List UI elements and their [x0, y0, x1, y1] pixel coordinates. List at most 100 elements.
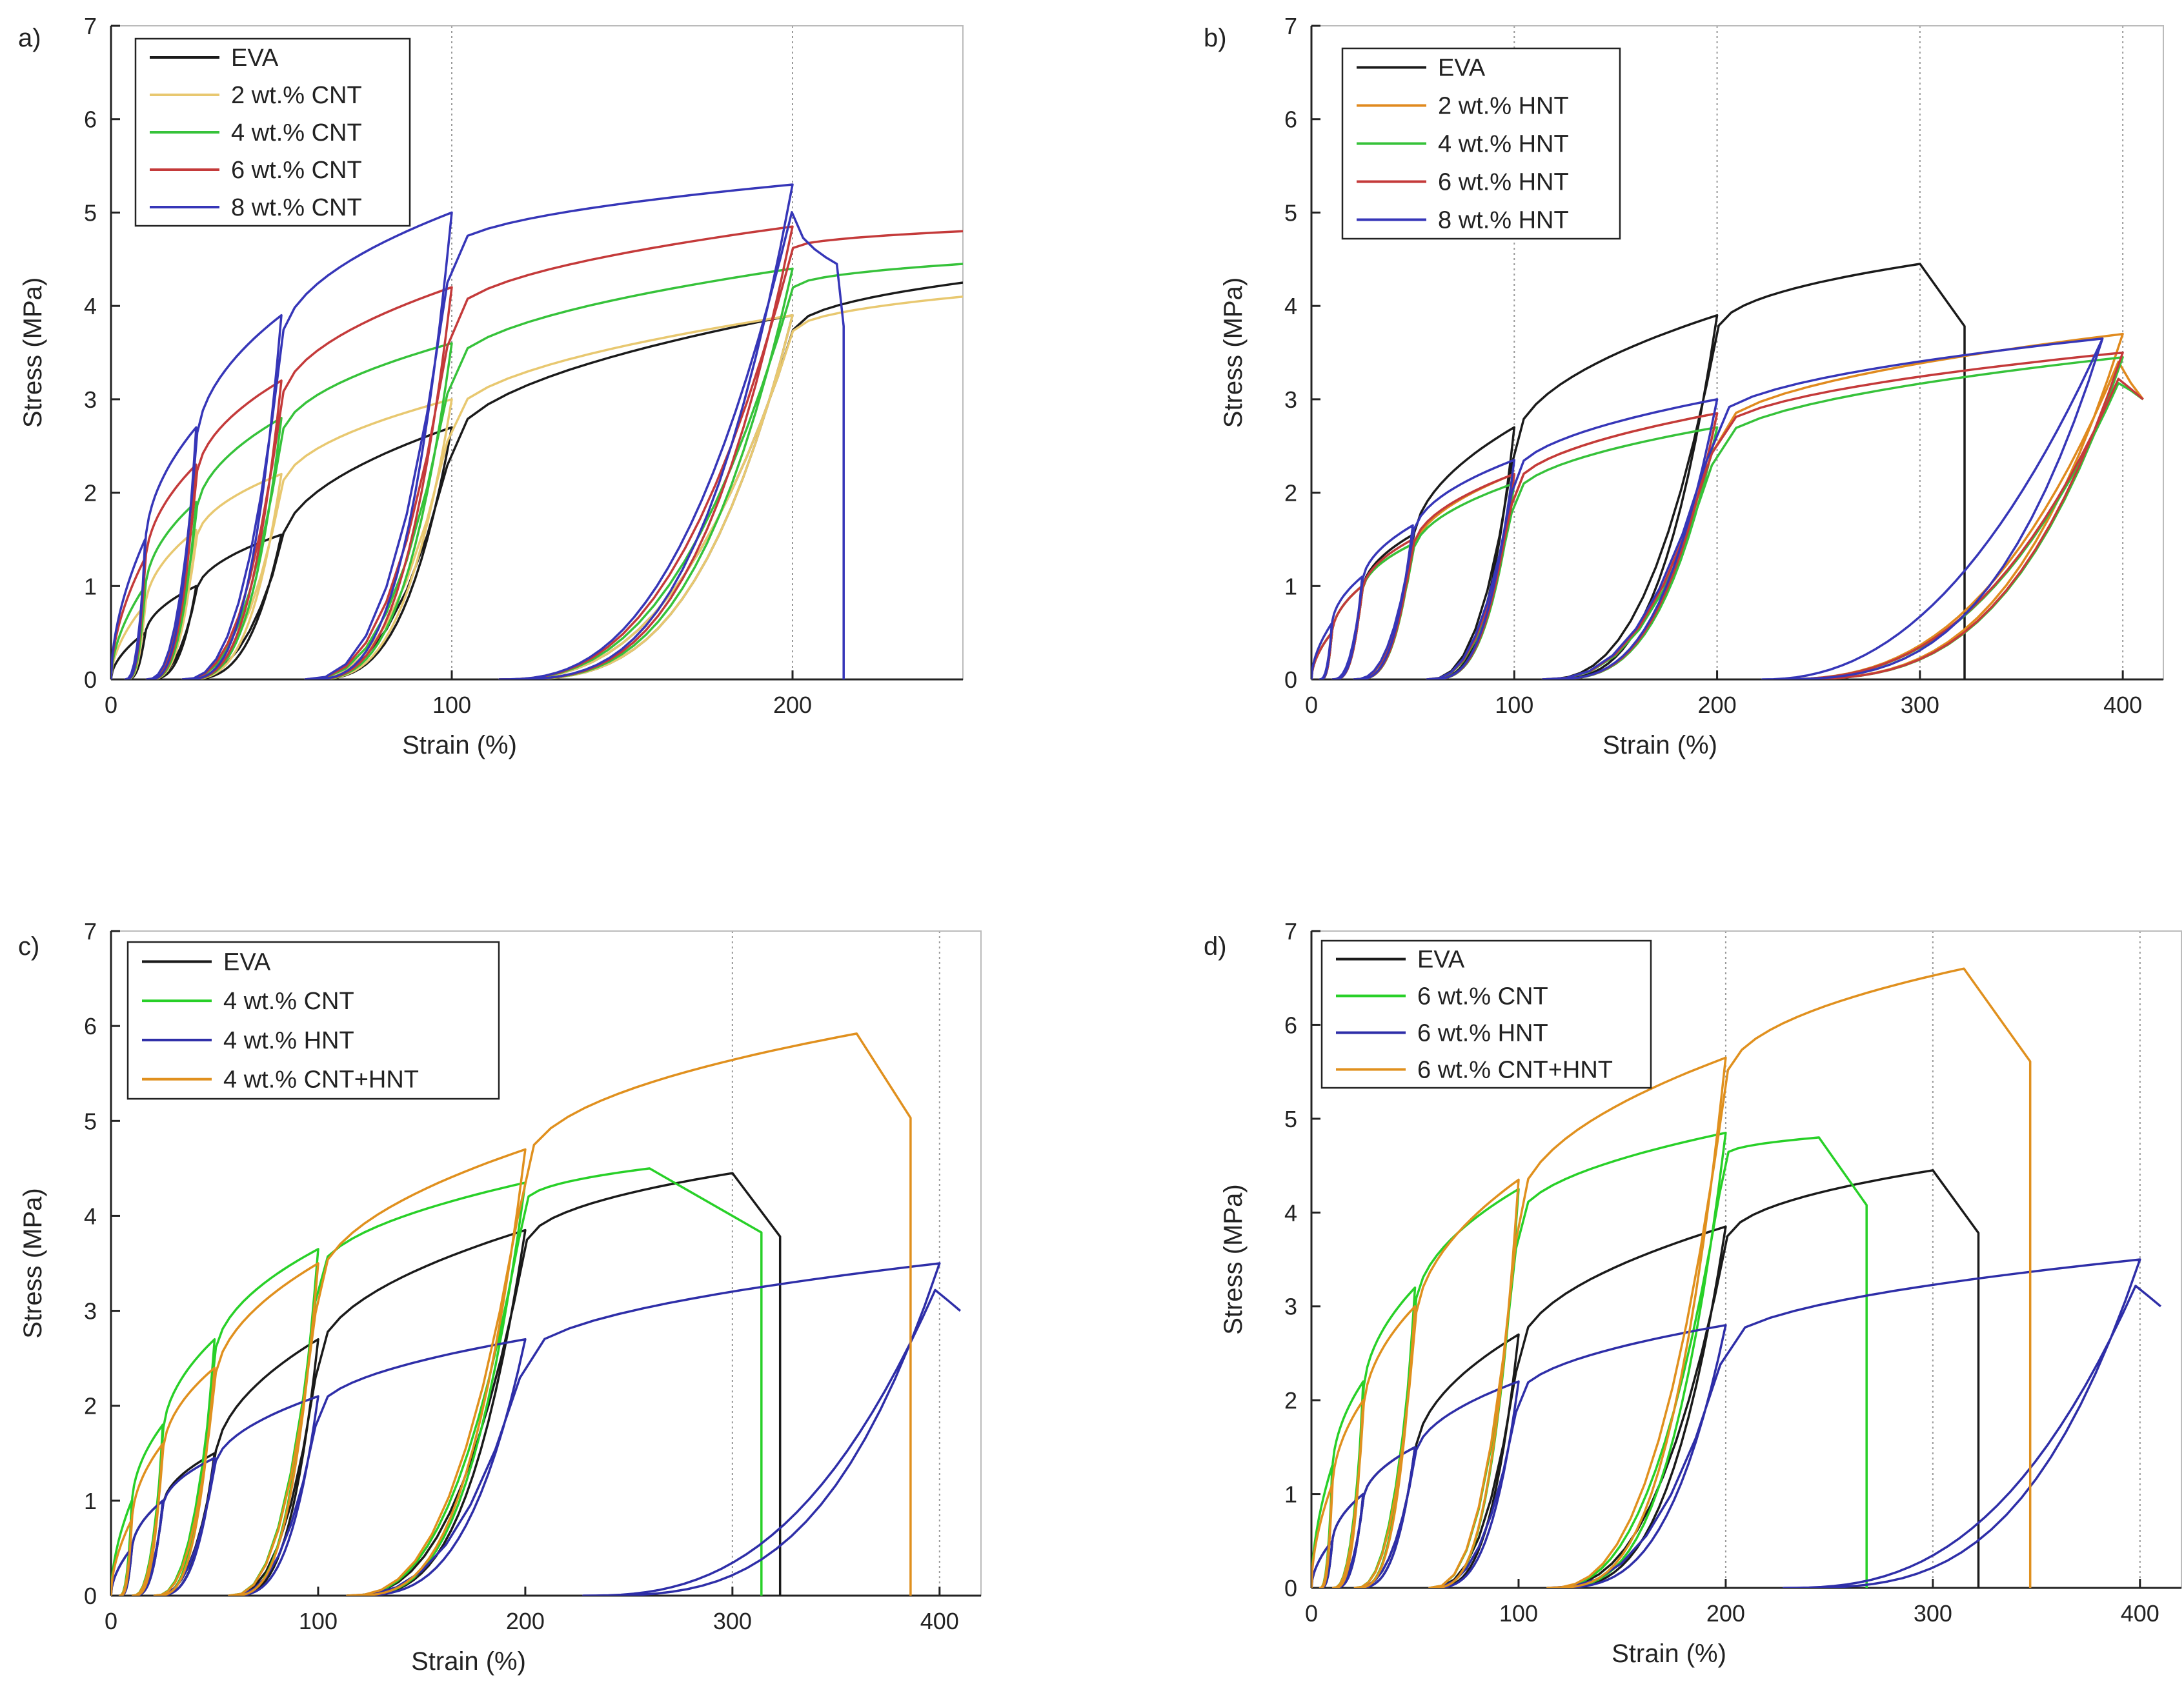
- x-axis-title: Strain (%): [402, 731, 517, 759]
- y-tick-label-3: 3: [84, 386, 97, 413]
- y-tick-label-5: 5: [1284, 199, 1297, 226]
- y-tick-label-4: 4: [84, 293, 97, 319]
- series-group: [111, 1032, 962, 1596]
- legend: EVA 2 wt.% CNT 4 wt.% CNT 6 wt.% CNT 8 wt.% …: [134, 37, 411, 227]
- x-tick-label-300: 300: [713, 1608, 752, 1634]
- legend-box: [1320, 939, 1652, 1089]
- panel-tag: d): [1204, 932, 1227, 961]
- x-tick-label-400: 400: [920, 1608, 959, 1634]
- y-tick-label-5: 5: [84, 1108, 97, 1134]
- legend-label-8-wt-hnt: 8 wt.% HNT: [1438, 207, 1569, 234]
- y-tick-label-2: 2: [1284, 480, 1297, 506]
- y-tick-label-1: 1: [1284, 1481, 1297, 1508]
- x-tick-label-0: 0: [1305, 692, 1318, 718]
- x-axis-title: Strain (%): [1603, 731, 1717, 759]
- legend-label-4-wt-hnt: 4 wt.% HNT: [223, 1027, 354, 1054]
- series-line-4-wt-cnt: [111, 1167, 763, 1596]
- y-tick-label-0: 0: [84, 667, 97, 693]
- legend-label-4-wt-cnt: 4 wt.% CNT: [223, 988, 354, 1015]
- y-tick-label-3: 3: [84, 1298, 97, 1325]
- series-group: [1311, 967, 2162, 1588]
- x-tick-label-0: 0: [1305, 1600, 1318, 1627]
- legend-label-eva: EVA: [1438, 55, 1486, 82]
- legend-label-eva: EVA: [1417, 947, 1465, 974]
- panel-c: c) 0 1 2 3 4 5 6 7 0 100 200 300 400 Strain (%) Stress …: [18, 918, 982, 1676]
- series-line-6-wt-cnt-hnt: [1311, 967, 2032, 1588]
- panel-b: b) 0 1 2 3 4 5 6 7 0 100 200 300 400 Strain (%) Stress …: [1204, 13, 2164, 759]
- y-tick-label-0: 0: [84, 1583, 97, 1609]
- panel-tag: b): [1204, 24, 1227, 52]
- x-tick-label-0: 0: [105, 1608, 117, 1634]
- legend: EVA 4 wt.% CNT 4 wt.% HNT 4 wt.% CNT+HNT: [126, 941, 500, 1100]
- legend-label-eva: EVA: [231, 45, 279, 72]
- legend-label-eva: EVA: [223, 948, 271, 976]
- series-line-eva: [1311, 1169, 1980, 1588]
- y-axis-title: Stress (MPa): [1219, 277, 1248, 428]
- x-tick-label-400: 400: [2103, 692, 2142, 718]
- legend-label-4-wt-cnt-hnt: 4 wt.% CNT+HNT: [223, 1067, 419, 1094]
- panel-tag: c): [18, 932, 39, 961]
- legend: EVA 6 wt.% CNT 6 wt.% HNT 6 wt.% CNT+HNT: [1320, 939, 1652, 1089]
- y-tick-label-2: 2: [84, 1393, 97, 1419]
- legend-label-4-wt-cnt: 4 wt.% CNT: [231, 119, 362, 146]
- x-tick-label-200: 200: [1698, 692, 1737, 718]
- y-tick-label-2: 2: [84, 480, 97, 506]
- legend-box: [126, 941, 500, 1100]
- x-tick-label-100: 100: [432, 692, 471, 718]
- x-tick-label-300: 300: [1914, 1600, 1952, 1627]
- series-line-4-wt-hnt: [111, 1262, 962, 1596]
- y-tick-label-6: 6: [1284, 106, 1297, 133]
- y-tick-label-1: 1: [84, 573, 97, 599]
- y-tick-label-3: 3: [1284, 1294, 1297, 1320]
- y-tick-label-4: 4: [1284, 293, 1297, 319]
- series-line-6-wt-cnt: [1311, 1131, 1868, 1588]
- x-tick-label-200: 200: [773, 692, 812, 718]
- y-tick-label-7: 7: [84, 918, 97, 945]
- panel-d: d) 0 1 2 3 4 5 6 7 0 100 200 300 400 Strain (%) Stress …: [1204, 918, 2182, 1668]
- legend-label-6-wt-hnt: 6 wt.% HNT: [1417, 1020, 1548, 1047]
- legend-box: [134, 37, 411, 227]
- x-axis-title: Strain (%): [1612, 1640, 1726, 1668]
- legend-label-6-wt-cnt: 6 wt.% CNT: [1417, 983, 1548, 1010]
- series-line-4-wt-hnt: [1311, 356, 2144, 679]
- y-tick-label-2: 2: [1284, 1387, 1297, 1414]
- legend-label-4-wt-hnt: 4 wt.% HNT: [1438, 131, 1569, 158]
- x-tick-label-100: 100: [1495, 692, 1533, 718]
- series-line-2-wt-hnt: [1311, 332, 2145, 679]
- y-tick-label-6: 6: [84, 106, 97, 133]
- legend-label-2-wt-hnt: 2 wt.% HNT: [1438, 93, 1569, 120]
- legend-label-6-wt-cnt-hnt: 6 wt.% CNT+HNT: [1417, 1057, 1613, 1084]
- series-line-8-wt-cnt: [111, 183, 845, 679]
- x-tick-label-400: 400: [2121, 1600, 2159, 1627]
- legend-label-8-wt-cnt: 8 wt.% CNT: [231, 194, 362, 221]
- series-group: [1311, 263, 2145, 679]
- y-tick-label-0: 0: [1284, 1575, 1297, 1601]
- y-tick-label-3: 3: [1284, 386, 1297, 413]
- y-tick-label-1: 1: [1284, 573, 1297, 599]
- x-tick-label-0: 0: [105, 692, 117, 718]
- panel-tag: a): [18, 24, 41, 52]
- x-tick-label-200: 200: [1706, 1600, 1745, 1627]
- x-axis-title: Strain (%): [411, 1647, 526, 1676]
- legend-label-2-wt-cnt: 2 wt.% CNT: [231, 82, 362, 109]
- y-axis-title: Stress (MPa): [19, 277, 47, 428]
- y-tick-label-4: 4: [1284, 1199, 1297, 1226]
- y-tick-label-7: 7: [1284, 13, 1297, 39]
- series-line-6-wt-cnt: [111, 225, 963, 679]
- y-tick-label-5: 5: [84, 199, 97, 226]
- series-line-eva: [1311, 263, 1966, 679]
- y-tick-label-6: 6: [1284, 1012, 1297, 1038]
- y-tick-label-1: 1: [84, 1488, 97, 1514]
- y-axis-title: Stress (MPa): [19, 1188, 47, 1338]
- y-tick-label-6: 6: [84, 1013, 97, 1039]
- legend-label-6-wt-hnt: 6 wt.% HNT: [1438, 169, 1569, 196]
- panel-a: a) 0 1 2 3 4 5 6 7 0 100 200 Strain (%) Stress (MPa) E…: [18, 13, 964, 759]
- x-tick-label-200: 200: [506, 1608, 545, 1634]
- y-tick-label-5: 5: [1284, 1106, 1297, 1132]
- series-group: [111, 183, 963, 679]
- y-tick-label-4: 4: [84, 1203, 97, 1229]
- y-tick-label-7: 7: [84, 13, 97, 39]
- y-tick-label-0: 0: [1284, 667, 1297, 693]
